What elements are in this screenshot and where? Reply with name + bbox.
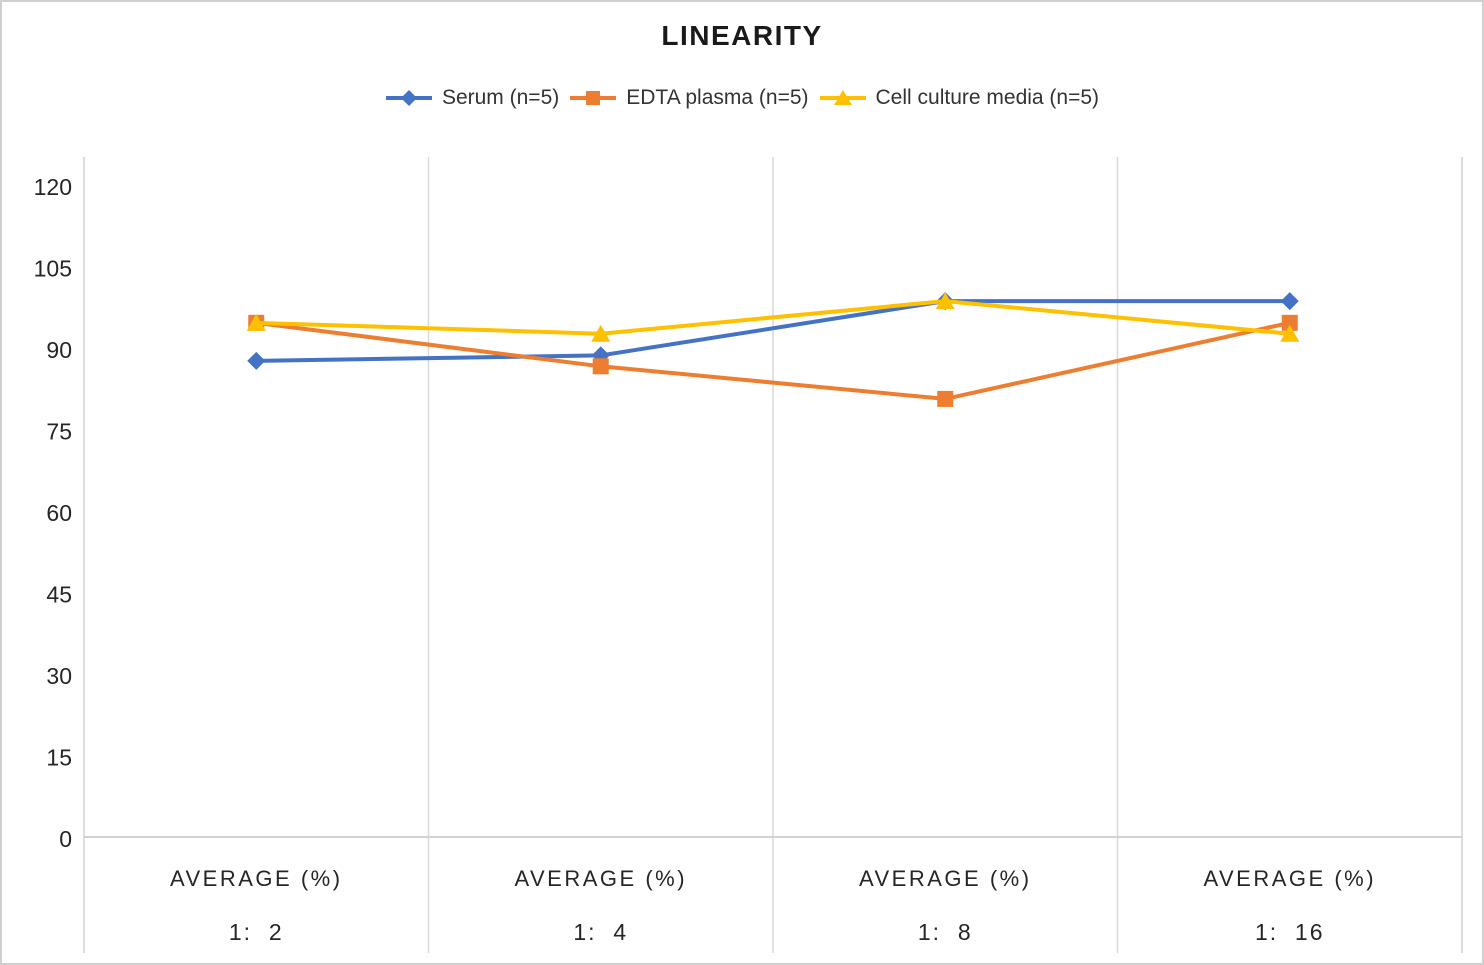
serum-line-diamond-icon <box>385 90 432 106</box>
y-tick-label: 120 <box>34 174 72 200</box>
x-category-label-bottom: 1: 8 <box>918 919 973 945</box>
square-marker-icon <box>586 91 601 105</box>
series-line-0 <box>254 299 1292 363</box>
x-category-label-top: AVERAGE (%) <box>514 866 687 891</box>
triangle-marker <box>935 292 955 310</box>
y-tick-label: 105 <box>34 256 72 282</box>
diamond-marker <box>247 351 266 370</box>
chart-title: LINEARITY <box>661 20 823 51</box>
legend-label-serum: Serum (n=5) <box>441 86 560 109</box>
y-tick-label: 60 <box>46 500 72 526</box>
x-category-label-top: AVERAGE (%) <box>1203 866 1376 891</box>
edta-line-square-icon <box>570 91 617 105</box>
y-tick-label: 0 <box>59 826 72 852</box>
legend-item-edta-plasma: EDTA plasma (n=5) <box>569 86 809 110</box>
legend-label-cell-culture-media: Cell culture media (n=5) <box>875 86 1100 109</box>
legend: Serum (n=5) EDTA plasma (n=5) Cell cultu… <box>2 86 1482 110</box>
triangle-marker <box>1280 324 1300 342</box>
series-line-2 <box>254 299 1292 336</box>
diamond-marker <box>1280 292 1299 311</box>
series-line-1 <box>254 320 1292 401</box>
legend-item-serum: Serum (n=5) <box>385 86 559 110</box>
x-category-label-bottom: 1: 4 <box>573 919 628 945</box>
legend-label-edta-plasma: EDTA plasma (n=5) <box>626 86 809 109</box>
x-category-label-bottom: 1: 16 <box>1255 919 1325 945</box>
square-marker <box>592 358 609 375</box>
cell-culture-line-triangle-icon <box>819 90 866 105</box>
x-category-label-bottom: 1: 2 <box>229 919 284 945</box>
y-tick-label: 45 <box>46 582 72 608</box>
y-tick-label: 75 <box>46 419 72 445</box>
square-marker <box>937 390 954 407</box>
y-tick-label: 30 <box>46 663 72 689</box>
legend-item-cell-culture-media: Cell culture media (n=5) <box>819 86 1100 110</box>
y-tick-label: 15 <box>46 745 72 771</box>
square-marker <box>1281 314 1298 331</box>
diamond-marker-icon <box>400 90 417 106</box>
x-category-label-top: AVERAGE (%) <box>170 866 343 891</box>
x-category-label-top: AVERAGE (%) <box>859 866 1032 891</box>
triangle-marker <box>246 313 266 331</box>
triangle-marker-icon <box>833 90 852 105</box>
triangle-marker <box>591 324 611 342</box>
y-tick-label: 90 <box>46 337 72 363</box>
